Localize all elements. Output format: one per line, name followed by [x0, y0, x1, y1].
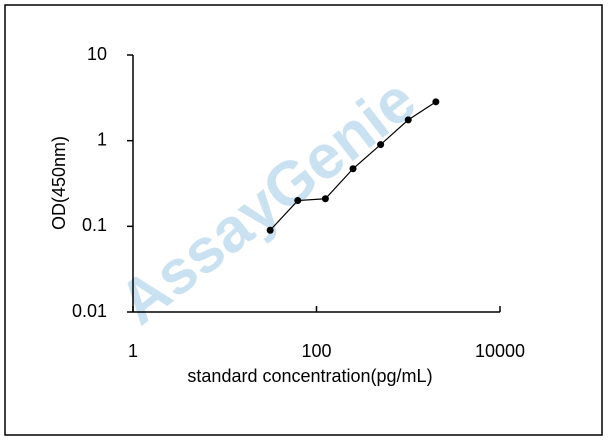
x-axis-label: standard concentration(pg/mL): [187, 366, 432, 386]
data-point: [349, 165, 357, 173]
frame: [4, 4, 603, 436]
data-point: [321, 195, 329, 203]
data-point: [294, 197, 302, 205]
y-tick-label: 0.01: [72, 301, 107, 321]
data-point: [377, 141, 385, 149]
data-point: [404, 116, 412, 124]
watermark: AssayGenie: [106, 65, 428, 338]
y-tick-label: 0.1: [82, 215, 107, 235]
x-tick-label: 100: [301, 341, 331, 361]
x-tick-label: 10000: [475, 341, 525, 361]
x-tick-label: 1: [128, 341, 138, 361]
y-tick-label: 10: [87, 44, 107, 64]
data-point: [432, 98, 440, 106]
y-axis-label: OD(450nm): [49, 136, 69, 230]
y-tick-label: 1: [97, 129, 107, 149]
data-point: [266, 226, 274, 234]
